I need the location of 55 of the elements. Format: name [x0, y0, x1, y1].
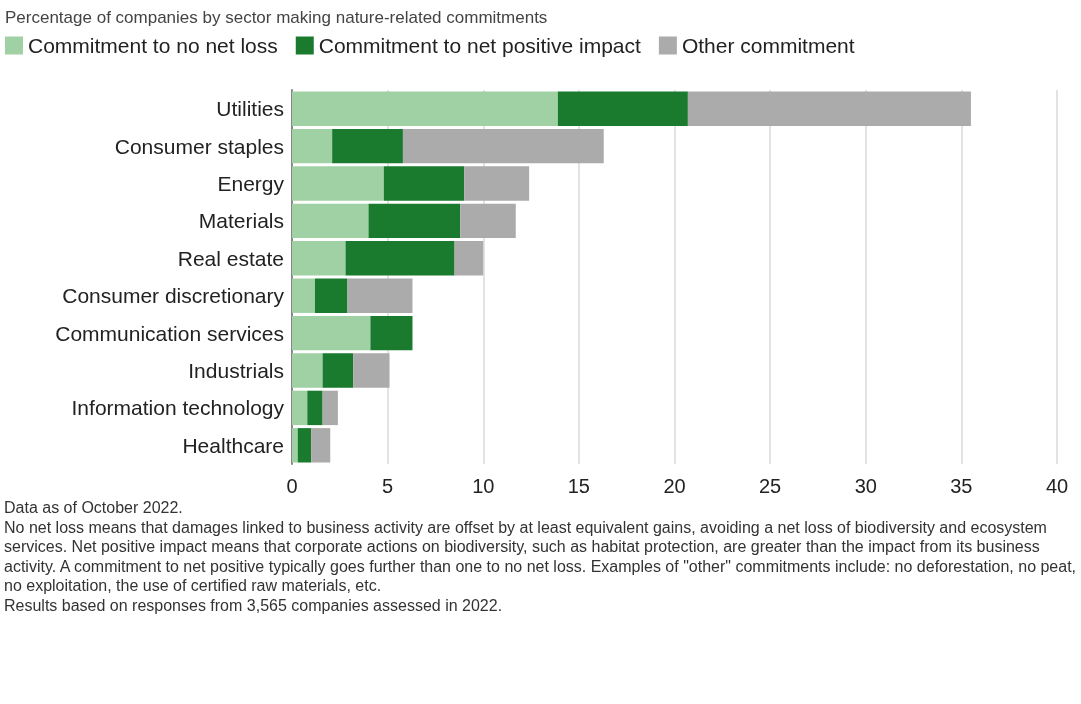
text: No net loss means that damages linked to business activity are offset by at least equivalent gains, avoiding a net loss of biodiversity and ecosystem services. Net positive impact means that corporate actions on biodiversity, such as habitat protection, are greater than the impact from its business activity. A commitment to net positive typically goes further than one to no net loss. Examples of "other" commitments include: no deforestation, no peat, no exploitation, the use of certified raw materials, etc. [4, 517, 1077, 596]
bar [292, 315, 371, 351]
x-tick-label: 5 [382, 475, 394, 497]
y-tick-label: Real estate [177, 246, 284, 270]
y-tick-label: Energy [217, 172, 285, 195]
bar [454, 241, 484, 276]
bar [464, 166, 530, 201]
bar [347, 278, 413, 313]
bar [322, 390, 338, 426]
bar [297, 428, 312, 463]
bar [402, 128, 604, 164]
bar [311, 428, 331, 463]
bar [292, 128, 333, 164]
bar [383, 166, 465, 201]
bar [292, 91, 558, 126]
bar [292, 166, 384, 201]
chart-title: Percentage of companies by sector making nature-related commitments [5, 8, 548, 27]
text: Results based on responses from 3,565 companies assessed in 2022. [4, 595, 504, 615]
bar [353, 353, 390, 388]
y-tick-label: Industrials [188, 359, 284, 382]
bar [332, 128, 403, 164]
bar [368, 203, 461, 239]
y-tick-label: Utilities [216, 97, 284, 121]
legend-label: Commitment to no net loss [28, 34, 278, 57]
x-tick-label: 15 [567, 475, 590, 497]
bar [292, 241, 346, 276]
bar [314, 278, 348, 313]
bar [687, 91, 971, 126]
y-tick-label: Materials [198, 209, 284, 233]
x-tick-label: 20 [663, 475, 686, 497]
bar [292, 203, 369, 239]
bar [292, 428, 298, 463]
bar [370, 315, 413, 351]
y-tick-label: Healthcare [182, 433, 284, 457]
y-tick-label: Communication services [55, 321, 284, 345]
bar [557, 91, 688, 126]
legend-label: Commitment to net positive impact [318, 34, 642, 57]
x-tick-label: 40 [1045, 475, 1069, 497]
y-tick-label: Consumer discretionary [62, 284, 285, 308]
legend-label: Other commitment [681, 34, 855, 57]
x-tick-label: 35 [950, 475, 973, 497]
bar [322, 353, 354, 388]
x-tick-label: 10 [472, 475, 495, 497]
x-tick-label: 30 [854, 475, 877, 497]
x-tick-label: 25 [759, 475, 782, 497]
bar [345, 241, 455, 276]
text: Data as of October 2022. [4, 498, 184, 518]
bar [292, 353, 323, 388]
y-tick-label: Consumer staples [114, 134, 284, 158]
bar [292, 278, 315, 313]
y-tick-label: Information technology [71, 396, 285, 420]
x-tick-label: 0 [286, 475, 298, 497]
bar [307, 390, 323, 426]
bar [460, 203, 516, 239]
bar [292, 390, 308, 426]
